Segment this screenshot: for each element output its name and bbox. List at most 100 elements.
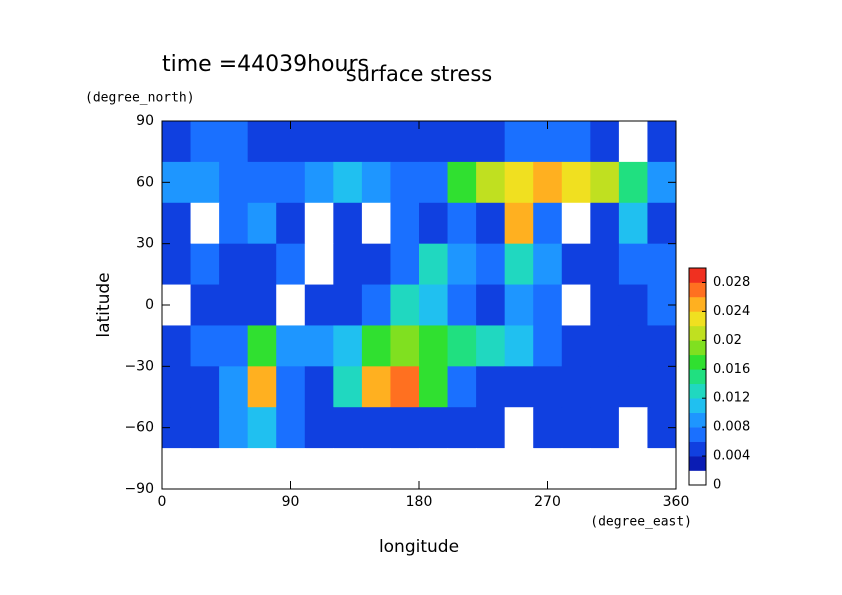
field-cell <box>162 448 192 490</box>
field-cell <box>304 161 334 204</box>
field-cell <box>561 448 591 490</box>
x-axis-label: longitude <box>379 537 459 557</box>
field-cell <box>476 243 506 286</box>
colorbar-bin <box>689 325 706 341</box>
colorbar-bin <box>689 470 706 486</box>
field-cell <box>390 161 420 204</box>
colorbar-tick-label: 0.012 <box>713 391 750 406</box>
field-cell <box>247 161 277 204</box>
field-cell <box>304 121 334 163</box>
field-cell <box>590 448 620 490</box>
field-cell <box>476 161 506 204</box>
chart-title: surface stress <box>346 62 492 86</box>
field-cell <box>419 448 449 490</box>
field-cell <box>419 243 449 286</box>
y-tick-label: 60 <box>136 174 154 190</box>
colorbar-tick-label: 0.004 <box>713 449 750 464</box>
field-cell <box>333 121 363 163</box>
field-cell <box>590 284 620 326</box>
field-cell <box>618 121 648 163</box>
field-cell <box>247 325 277 367</box>
field-cell <box>333 325 363 367</box>
colorbar-bin <box>689 268 706 283</box>
field-cell <box>561 161 591 204</box>
field-cell <box>504 366 534 408</box>
field-cell <box>618 202 648 245</box>
field-cell <box>361 243 391 286</box>
field-cell <box>447 407 477 449</box>
field-cell <box>647 243 677 286</box>
field-cell <box>504 325 534 367</box>
field-cell <box>476 407 506 449</box>
colorbar-tick-label: 0.024 <box>713 304 750 319</box>
colorbar-bin <box>689 340 706 356</box>
field-cell <box>276 325 306 367</box>
field-cell <box>647 325 677 367</box>
field-cell <box>504 202 534 245</box>
field-cell <box>476 325 506 367</box>
field-cell <box>504 448 534 490</box>
field-cell <box>276 243 306 286</box>
field-cell <box>590 366 620 408</box>
colorbar-bin <box>689 296 706 312</box>
field-cell <box>390 243 420 286</box>
field-cell <box>419 366 449 408</box>
field-cell <box>618 448 648 490</box>
field-cell <box>361 161 391 204</box>
field-cell <box>190 161 220 204</box>
field-cell <box>447 243 477 286</box>
field-cell <box>304 202 334 245</box>
y-unit: (degree_north) <box>85 91 195 106</box>
field-cell <box>476 121 506 163</box>
field-cell <box>247 243 277 286</box>
field-cell <box>504 161 534 204</box>
field-cell <box>190 121 220 163</box>
x-tick-label: 180 <box>406 494 433 510</box>
field-cell <box>190 325 220 367</box>
field-cell <box>162 202 192 245</box>
field-cell <box>419 325 449 367</box>
field-cell <box>247 448 277 490</box>
field-cell <box>476 202 506 245</box>
field-cell <box>561 202 591 245</box>
colorbar-bin <box>689 412 706 428</box>
field-cell <box>561 243 591 286</box>
field-cell <box>533 284 563 326</box>
field-cell <box>419 407 449 449</box>
field-cell <box>219 366 249 408</box>
field-cell <box>590 243 620 286</box>
field-cell <box>219 448 249 490</box>
colorbar-tick-label: 0.008 <box>713 420 750 435</box>
colorbar-bin <box>689 282 706 298</box>
field-cell <box>618 366 648 408</box>
field-cell <box>304 325 334 367</box>
field-cell <box>561 121 591 163</box>
field-cell <box>590 121 620 163</box>
field-cell <box>504 121 534 163</box>
field-cell <box>419 284 449 326</box>
field-cell <box>447 202 477 245</box>
field-cell <box>361 366 391 408</box>
x-tick-label: 0 <box>158 494 167 510</box>
field-cell <box>419 161 449 204</box>
field-cell <box>476 284 506 326</box>
field-cell <box>219 407 249 449</box>
y-tick-label: −60 <box>124 420 154 436</box>
field-cell <box>190 448 220 490</box>
field-cell <box>333 366 363 408</box>
y-tick-label: −30 <box>124 358 154 374</box>
x-tick-label: 270 <box>534 494 561 510</box>
field-cell <box>190 366 220 408</box>
field-cell <box>419 121 449 163</box>
field-cell <box>590 325 620 367</box>
field-cell <box>219 161 249 204</box>
field-cell <box>590 407 620 449</box>
field-cell <box>361 407 391 449</box>
field-cell <box>647 366 677 408</box>
field-cell <box>304 448 334 490</box>
field-cell <box>304 243 334 286</box>
field-cell <box>618 284 648 326</box>
field-cell <box>419 202 449 245</box>
field-cell <box>190 284 220 326</box>
